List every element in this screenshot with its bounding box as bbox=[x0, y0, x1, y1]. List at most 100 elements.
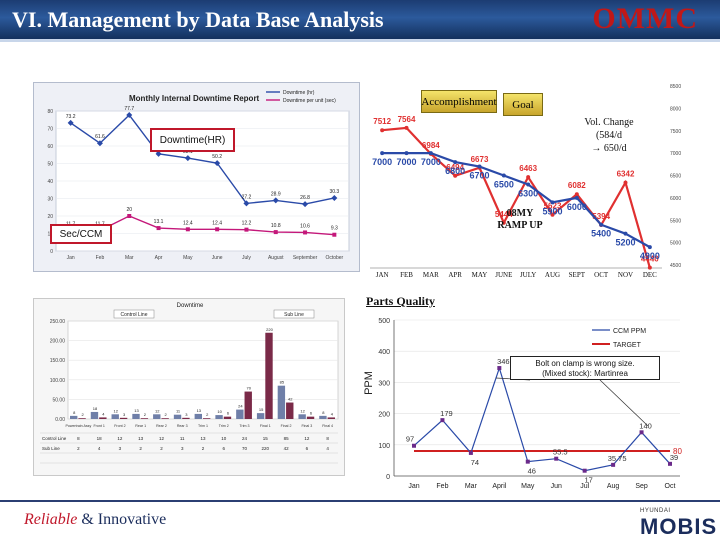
data-point bbox=[428, 151, 433, 156]
footer-tagline: Reliable & Innovative bbox=[24, 511, 166, 529]
data-label: 77.7 bbox=[124, 106, 134, 112]
data-point bbox=[497, 366, 502, 371]
y-tick-label: 6000 bbox=[670, 196, 681, 202]
annotation-pointer bbox=[599, 379, 649, 427]
y-tick-label: 40 bbox=[47, 179, 53, 185]
y-tick-label: 6500 bbox=[670, 174, 681, 180]
y-tick-label: 7000 bbox=[670, 151, 681, 157]
data-label: 74 bbox=[471, 458, 479, 467]
volume-chart: 4500 5000 5500 6000 6500 7000 7500 8000 8500 JAN F… bbox=[362, 80, 698, 288]
data-label: 18 bbox=[93, 406, 98, 411]
data-point bbox=[647, 265, 652, 270]
x-tick-label: Aug bbox=[607, 483, 620, 490]
x-tick-label: Oct bbox=[665, 483, 676, 490]
data-label: 2 bbox=[206, 412, 209, 417]
data-label: 6494 bbox=[446, 163, 464, 172]
y-tick-label: 400 bbox=[378, 349, 390, 356]
table-cell: 6 bbox=[223, 446, 226, 451]
line-downtime-bar-chart: Downtime 0.00 50.00 100.00 150.00 200.00 250.0… bbox=[33, 298, 345, 476]
y-tick-label: 50 bbox=[47, 162, 53, 168]
series-line-2 bbox=[382, 152, 651, 249]
y-tick-label: 150.00 bbox=[50, 358, 66, 364]
data-label: 10 bbox=[217, 409, 222, 414]
footer-divider bbox=[0, 500, 720, 502]
x-tick-label: Feb bbox=[436, 483, 448, 490]
x-tick-label: Powertrain Assy bbox=[66, 424, 92, 428]
data-label: 4 bbox=[102, 411, 105, 416]
bar-chart-svg: Downtime 0.00 50.00 100.00 150.00 200.00 250.0… bbox=[40, 303, 339, 464]
table-cell: 3 bbox=[119, 446, 122, 451]
target-label: 80 bbox=[673, 447, 682, 456]
x-tick-label: JULY bbox=[520, 271, 536, 279]
data-point bbox=[611, 462, 616, 467]
data-label: 6342 bbox=[617, 170, 635, 179]
x-tick-label: September bbox=[293, 255, 318, 261]
data-point bbox=[404, 151, 409, 156]
bar bbox=[277, 385, 286, 419]
x-tick-label: Trim 1 bbox=[198, 424, 208, 428]
data-label: 85 bbox=[280, 380, 285, 385]
bar bbox=[78, 418, 86, 419]
parts-note-line2: (Mixed stock): Martinrea bbox=[542, 369, 628, 378]
data-point bbox=[273, 230, 278, 235]
x-tick-label: Jun bbox=[551, 483, 562, 490]
data-point bbox=[156, 226, 161, 231]
brand-hyundai: HYUNDAI bbox=[640, 508, 671, 514]
data-point bbox=[303, 230, 308, 235]
table-cell: 220 bbox=[262, 446, 270, 451]
data-point bbox=[272, 197, 279, 204]
table-cell: 13 bbox=[200, 436, 206, 441]
data-label: 13 bbox=[134, 408, 139, 413]
header-bar: VI. Management by Data Base Analysis OMM… bbox=[0, 0, 720, 42]
data-label: 7512 bbox=[373, 117, 391, 126]
data-label: 12.4 bbox=[183, 220, 193, 226]
data-label: 4440 bbox=[641, 255, 659, 264]
data-label: 70 bbox=[247, 386, 252, 391]
data-point bbox=[185, 227, 190, 232]
data-label: 6 bbox=[310, 411, 313, 416]
data-point bbox=[501, 220, 506, 225]
x-tick-label: August bbox=[268, 255, 284, 261]
data-point bbox=[550, 200, 555, 205]
data-label: 12 bbox=[114, 408, 119, 413]
x-tick-label: MAR bbox=[423, 271, 439, 279]
data-point bbox=[215, 227, 220, 232]
data-point bbox=[404, 125, 409, 130]
data-point bbox=[453, 173, 458, 178]
series-line-1 bbox=[382, 126, 651, 268]
data-label: 7564 bbox=[398, 115, 416, 124]
y-tick-label: 200 bbox=[378, 412, 390, 419]
table-cell: 12 bbox=[304, 436, 310, 441]
data-label: 6082 bbox=[568, 181, 586, 190]
data-label: 6800 bbox=[445, 166, 465, 176]
data-label: 140 bbox=[639, 421, 652, 430]
data-point bbox=[550, 212, 555, 217]
data-label: 10.6 bbox=[300, 223, 310, 229]
data-label: 73.2 bbox=[66, 114, 76, 120]
data-point bbox=[647, 245, 652, 250]
x-tick-label: May bbox=[521, 483, 535, 490]
ommc-logo: OMMC bbox=[592, 2, 698, 35]
x-tick-label: Final 1 bbox=[260, 424, 271, 428]
y-tick-label: 200.00 bbox=[50, 339, 66, 345]
data-label: 61.6 bbox=[95, 134, 105, 140]
y-tick-label: 0 bbox=[50, 249, 53, 255]
data-label: 3 bbox=[123, 412, 126, 417]
y-tick-label: 100 bbox=[378, 443, 390, 450]
downtime-chart-svg: Monthly Internal Downtime Report01020304… bbox=[47, 90, 350, 261]
plot-area bbox=[67, 320, 339, 420]
data-label: 11 bbox=[176, 409, 181, 414]
x-tick-label: JUNE bbox=[495, 271, 512, 279]
data-label: 2 bbox=[144, 412, 147, 417]
data-label: 5394 bbox=[592, 212, 610, 221]
data-point bbox=[477, 164, 482, 169]
y-tick-label: 8000 bbox=[670, 106, 681, 112]
legend-label: Control Line bbox=[121, 312, 148, 318]
y-tick-label: 30 bbox=[47, 197, 53, 203]
data-label: 26.8 bbox=[300, 195, 310, 201]
downtime-callout: Downtime(HR) bbox=[150, 128, 235, 152]
x-tick-label: APR bbox=[448, 271, 462, 279]
data-point bbox=[96, 140, 103, 147]
table-cell: 11 bbox=[180, 436, 185, 441]
x-tick-label: Mar bbox=[125, 255, 134, 261]
